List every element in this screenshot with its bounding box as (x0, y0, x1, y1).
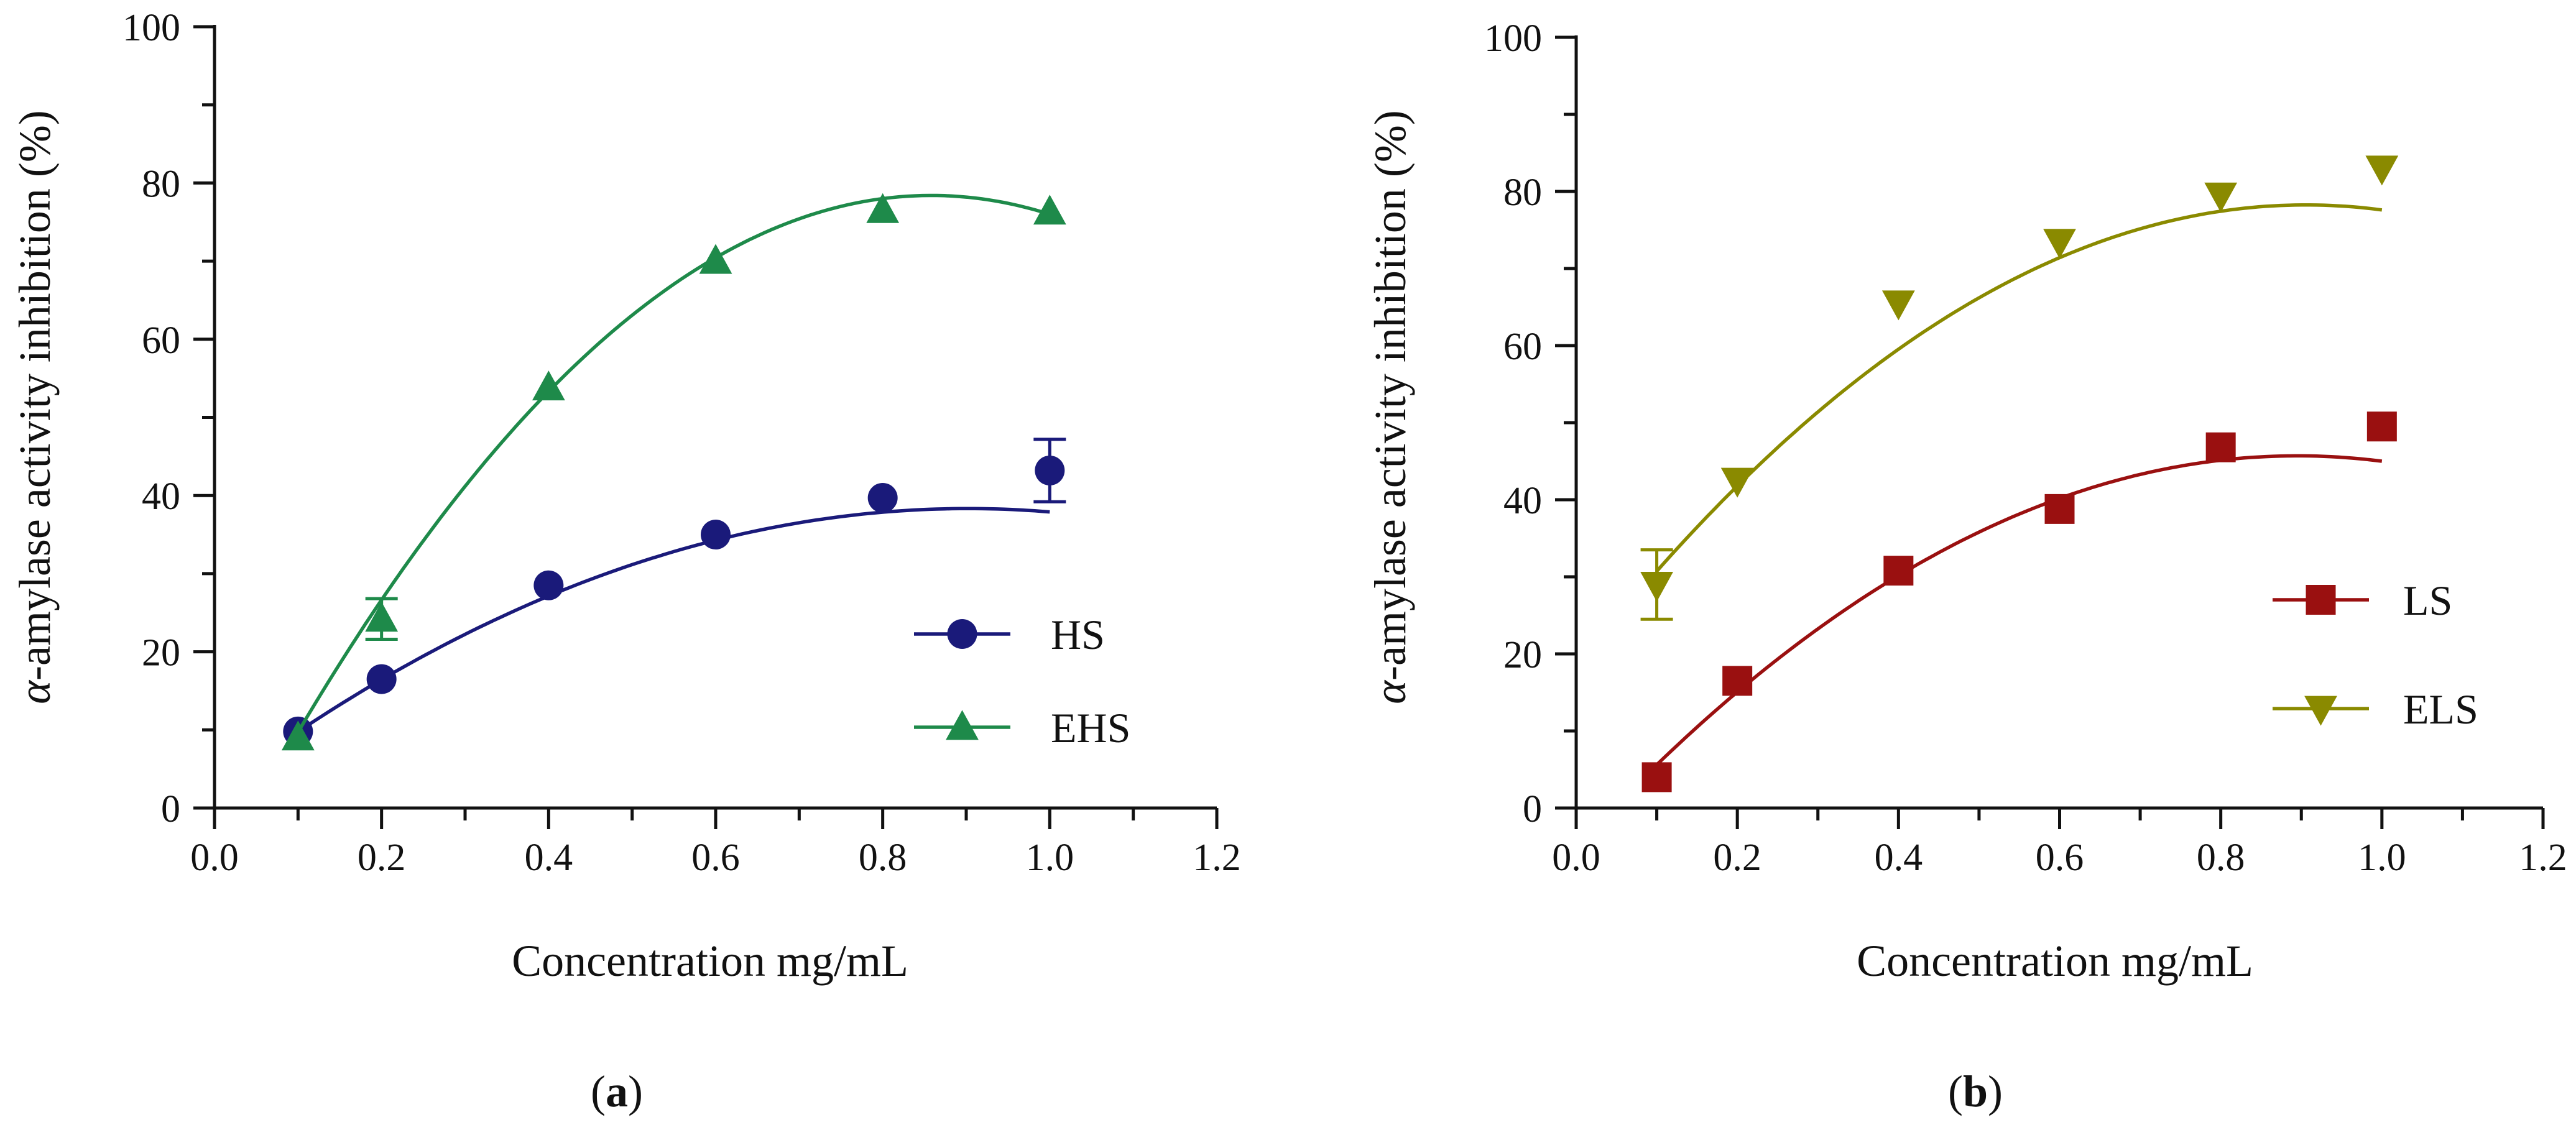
panel-a-legend-marker (946, 710, 979, 740)
panel-a-series-ehs-point (1033, 195, 1066, 225)
panel-a-series-ehs-point (866, 193, 900, 223)
panel-b-series-els-point (2204, 182, 2238, 213)
panel-a-y-tick-label: 0 (161, 788, 180, 830)
panel-b-ylabel: α-amylase activity inhibition (%) (1365, 110, 1415, 704)
panel-b-series-els-point (2365, 155, 2399, 186)
panel-a: α-amylase activity inhibition (%) Concen… (10, 7, 1241, 1116)
panel-b-series-ls-point (1883, 556, 1914, 586)
panel-b-series-ls (1641, 411, 2397, 792)
panel-a-x-tick-label: 1.2 (1193, 837, 1241, 879)
panel-a-legend-item-ehs: EHS (914, 704, 1130, 751)
panel-b-series-els-point (1881, 290, 1915, 321)
panel-b-ylabel-text: -amylase activity inhibition (%) (1365, 110, 1415, 681)
panel-b-caption-letter: b (1963, 1067, 1988, 1116)
panel-b-y-tick-label: 60 (1503, 326, 1542, 368)
panel-b-x-tick-label: 0.0 (1552, 837, 1600, 879)
panel-b-series-ls-point (1722, 666, 1753, 696)
panel-b-series-els-point (1640, 572, 1673, 602)
panel-b-legend-item-ls: LS (2273, 577, 2452, 624)
panel-b-x-tick-label: 0.6 (2036, 837, 2084, 879)
panel-a-series-ehs-point (365, 602, 399, 632)
panel-b-y-tick-label: 0 (1523, 788, 1542, 830)
panel-a-ylabel-alpha: α (10, 680, 60, 704)
panel-a-series-hs-point (533, 570, 564, 600)
panel-a-series-ehs (281, 193, 1066, 751)
panel-b-series-els-point (2043, 229, 2076, 259)
panel-b-legend-label: ELS (2403, 686, 2478, 733)
panel-a-legend-label: HS (1051, 611, 1105, 658)
panel-b-axes (1555, 35, 2545, 829)
panel-a-x-tick-label: 0.2 (358, 837, 406, 879)
panel-b: α-amylase activity inhibition (%) Concen… (1365, 17, 2567, 1116)
panel-a-series-hs (283, 438, 1066, 746)
panel-b-y-tick-label: 20 (1503, 634, 1542, 676)
panel-b-y-tick-label: 40 (1503, 480, 1542, 522)
panel-a-ylabel: α-amylase activity inhibition (%) (10, 110, 60, 704)
panel-a-series-hs-point (867, 482, 898, 513)
panel-a-series-hs-point (701, 520, 731, 550)
panel-a-x-tick-label: 0.8 (859, 837, 907, 879)
panel-b-legend-marker (2306, 585, 2336, 615)
panel-a-series-ehs-point (281, 720, 315, 751)
panel-b-series-ls-point (2205, 432, 2236, 462)
panel-a-y-tick-label: 80 (142, 163, 180, 205)
panel-b-series-ls-point (1641, 762, 1672, 792)
panel-b-legend-item-els: ELS (2273, 686, 2478, 733)
panel-a-y-tick-label: 40 (142, 475, 180, 518)
panel-a-legend-item-hs: HS (914, 611, 1105, 658)
panel-a-y-tick-label: 20 (142, 632, 180, 674)
panel-a-axes (193, 25, 1219, 829)
panel-b-x-tick-label: 0.2 (1713, 837, 1761, 879)
panel-a-series-ehs-point (699, 244, 732, 274)
panel-b-legend-marker (2304, 696, 2337, 726)
panel-a-legend-label: EHS (1051, 704, 1130, 751)
panel-b-series-els-fit-line (1655, 203, 2383, 572)
panel-b-series-els-point (1720, 467, 1754, 498)
panel-b-series-els (1640, 155, 2399, 621)
panel-a-x-tick-label: 0.0 (190, 837, 239, 879)
panel-b-y-tick-label: 80 (1503, 172, 1542, 214)
panel-a-y-tick-label: 60 (142, 319, 180, 362)
panel-b-x-tick-label: 1.2 (2519, 837, 2567, 879)
panel-a-y-tick-label: 100 (122, 7, 180, 49)
panel-b-legend-label: LS (2403, 577, 2452, 624)
panel-b-y-tick-label: 100 (1484, 17, 1542, 60)
panel-a-x-tick-label: 0.6 (691, 837, 740, 879)
panel-a-caption-letter: a (606, 1067, 628, 1116)
panel-a-x-tick-label: 0.4 (525, 837, 573, 879)
panel-b-xlabel: Concentration mg/mL (1857, 936, 2253, 986)
panel-a-series-hs-fit-line (297, 507, 1050, 733)
panel-a-caption: (a) (591, 1067, 643, 1116)
panel-b-series-ls-point (2044, 494, 2075, 524)
panel-a-series-ehs-point (532, 370, 565, 401)
panel-b-series-ls-point (2366, 411, 2397, 442)
panel-a-ylabel-text: -amylase activity inhibition (%) (10, 110, 60, 681)
panel-a-series-hs-point (366, 664, 397, 694)
panel-a-xlabel: Concentration mg/mL (512, 936, 908, 986)
panel-a-x-tick-label: 1.0 (1026, 837, 1074, 879)
panel-a-legend-marker (947, 619, 977, 649)
panel-a-series-hs-point (1035, 455, 1065, 485)
panel-b-caption: (b) (1948, 1067, 2003, 1116)
panel-a-series-ehs-fit-line (296, 193, 1051, 733)
panel-b-x-tick-label: 0.8 (2197, 837, 2245, 879)
panel-b-series-ls-fit-line (1655, 454, 2383, 766)
panel-b-x-tick-label: 1.0 (2358, 837, 2406, 879)
panel-b-x-tick-label: 0.4 (1875, 837, 1923, 879)
panel-b-ylabel-alpha: α (1365, 680, 1415, 704)
